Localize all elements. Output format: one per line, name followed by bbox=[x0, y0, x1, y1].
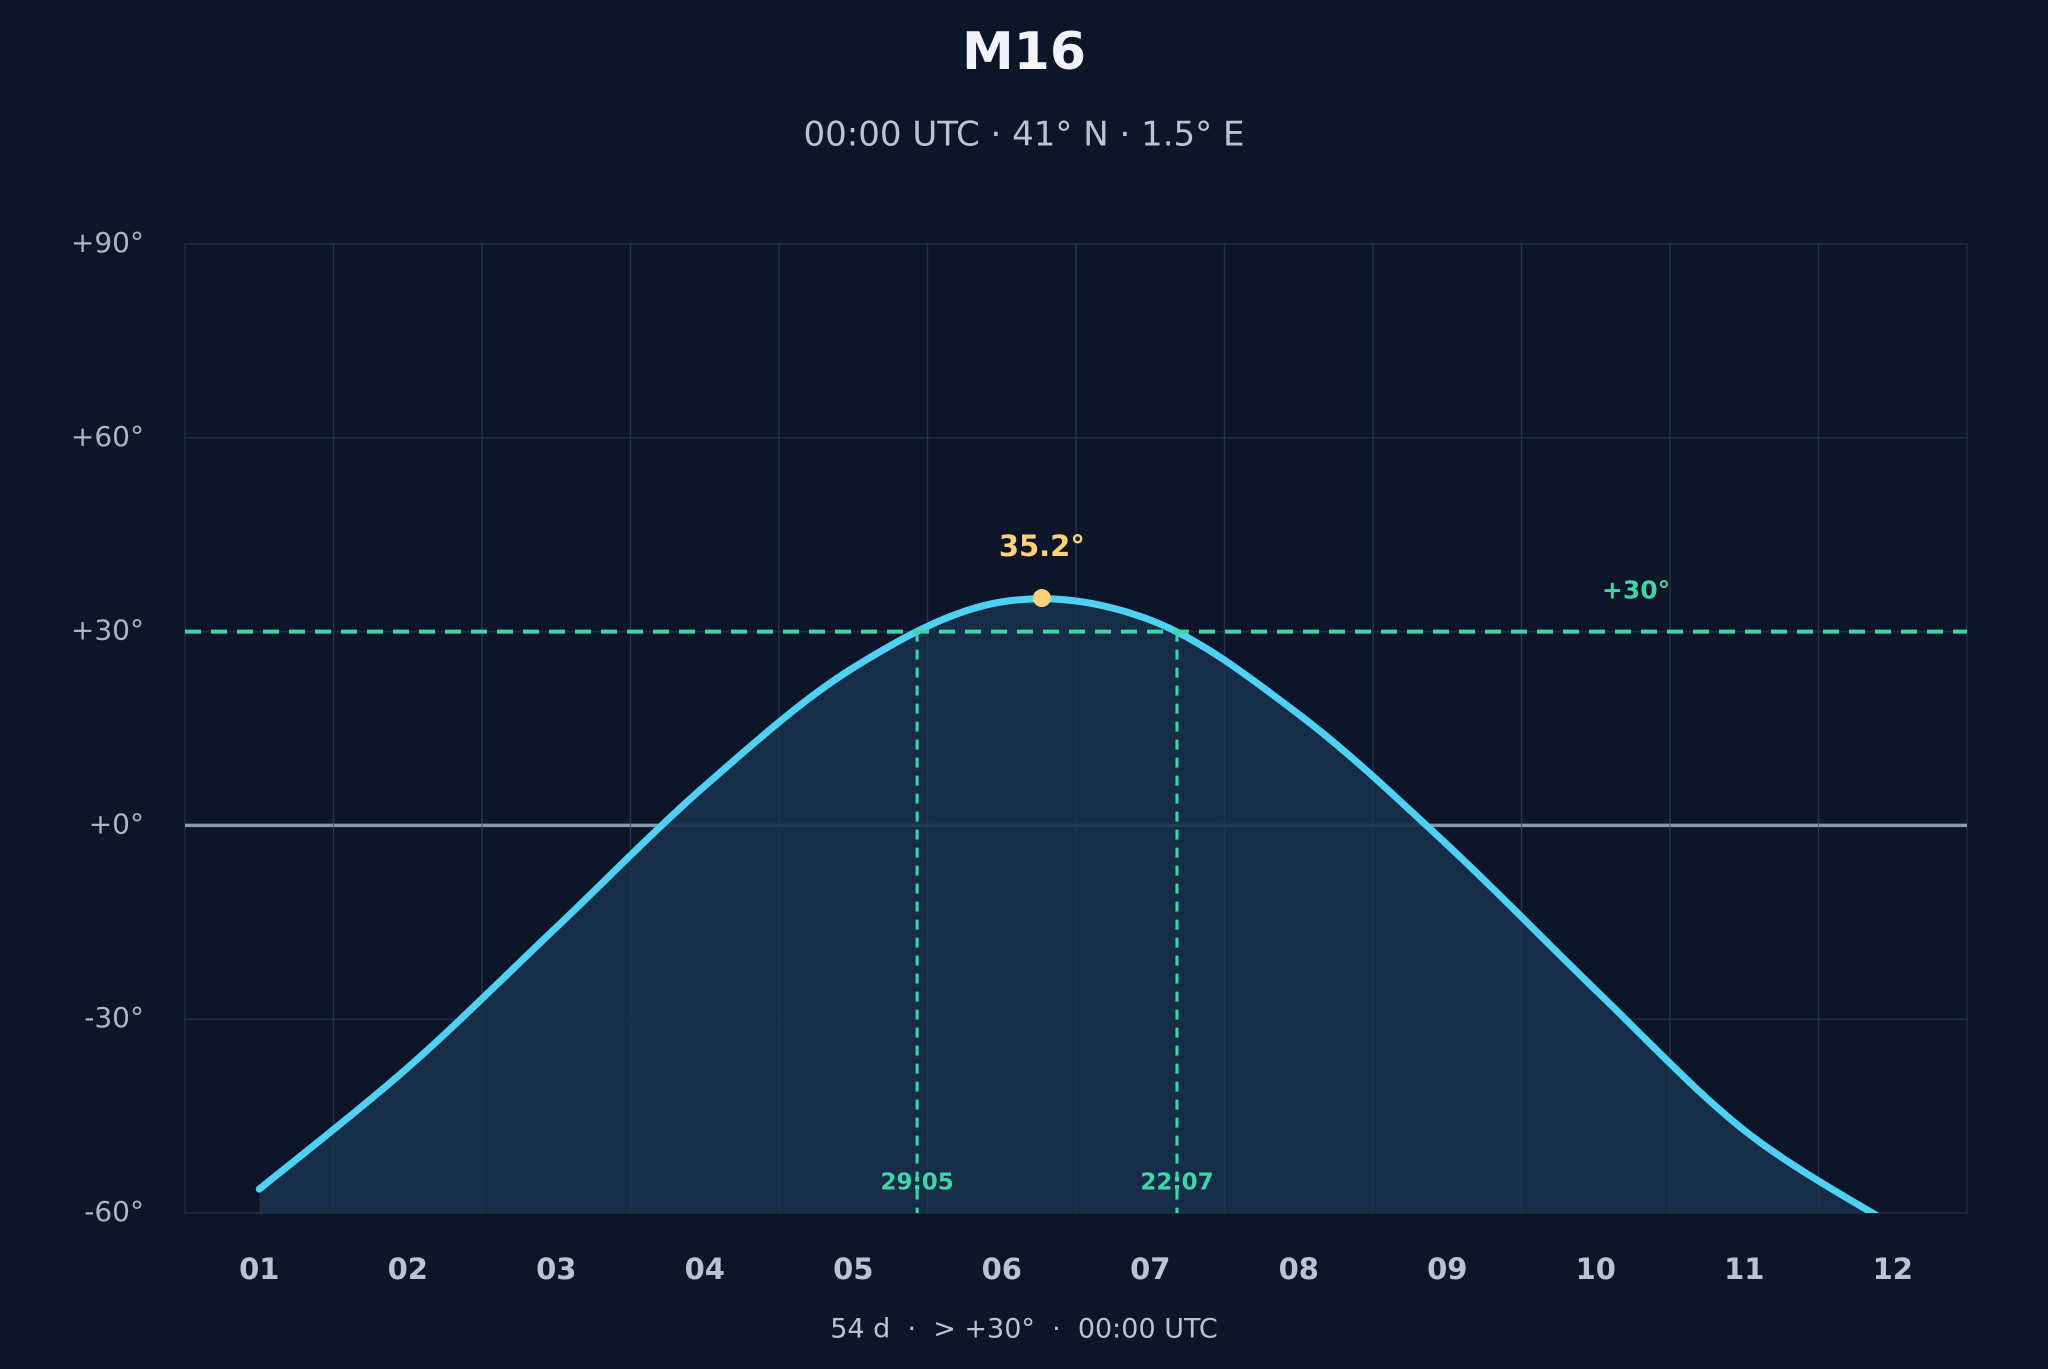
peak-label: 35.2° bbox=[999, 529, 1085, 563]
chart-subtitle: 00:00 UTC · 41° N · 1.5° E bbox=[804, 115, 1245, 155]
x-tick-label: 03 bbox=[536, 1252, 576, 1286]
x-tick-label: 05 bbox=[833, 1252, 873, 1286]
y-tick-label: +60° bbox=[71, 420, 144, 453]
y-tick-label: -30° bbox=[84, 1001, 144, 1034]
y-tick-label: -60° bbox=[84, 1195, 144, 1228]
crossing-label: 29:05 bbox=[880, 1170, 953, 1196]
x-tick-label: 06 bbox=[982, 1252, 1022, 1286]
peak-point bbox=[1032, 589, 1051, 608]
x-tick-label: 11 bbox=[1724, 1252, 1764, 1286]
crossing-label: 22:07 bbox=[1140, 1170, 1213, 1196]
x-tick-label: 01 bbox=[239, 1252, 279, 1286]
x-tick-label: 10 bbox=[1576, 1252, 1616, 1286]
footer-note: 54 d · > +30° · 00:00 UTC bbox=[830, 1314, 1218, 1345]
x-tick-label: 08 bbox=[1279, 1252, 1319, 1286]
plot-area bbox=[255, 244, 1893, 1213]
line bbox=[255, 595, 1880, 1213]
x-tick-label: 04 bbox=[685, 1252, 725, 1286]
y-tick-label: +30° bbox=[71, 614, 144, 647]
x-tick-label: 09 bbox=[1427, 1252, 1467, 1286]
y-tick-label: +0° bbox=[89, 807, 144, 840]
y-tick-label: +90° bbox=[71, 226, 144, 259]
chart-title: M16 bbox=[962, 22, 1086, 82]
x-tick-label: 02 bbox=[388, 1252, 428, 1286]
x-tick-label: 12 bbox=[1873, 1252, 1913, 1286]
threshold-label: +30° bbox=[1602, 576, 1670, 605]
x-tick-label: 07 bbox=[1130, 1252, 1170, 1286]
